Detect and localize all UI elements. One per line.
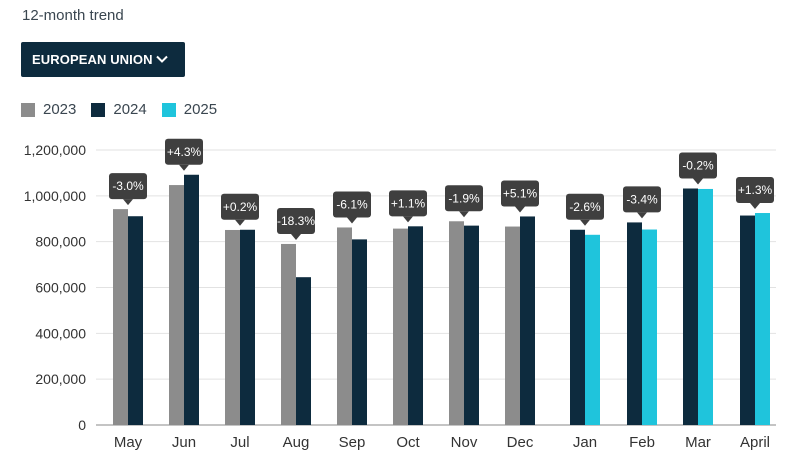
change-callout-box <box>109 173 147 200</box>
bar-2023-jun <box>169 185 184 425</box>
change-label: -3.0% <box>112 179 144 193</box>
x-tick-label: Oct <box>396 434 420 450</box>
change-callout-pointer <box>515 206 525 213</box>
bar-2023-dec <box>505 226 520 425</box>
change-label: -2.6% <box>569 200 601 214</box>
change-callout-box <box>736 177 774 204</box>
x-tick-label: Jul <box>230 434 249 450</box>
change-label: +0.2% <box>223 200 258 214</box>
x-tick-label: May <box>114 434 143 450</box>
bar-2024-may <box>128 216 143 425</box>
change-callout-box <box>501 180 539 207</box>
x-tick-label: Mar <box>685 434 711 450</box>
bar-2024-oct <box>408 226 423 425</box>
change-callout-box <box>623 186 661 213</box>
change-callout-pointer <box>179 164 189 171</box>
change-callout-box <box>389 190 427 217</box>
y-tick-label: 800,000 <box>35 234 86 250</box>
change-callout-box <box>333 191 371 218</box>
y-tick-label: 200,000 <box>35 371 86 387</box>
legend-swatch-2025 <box>161 102 176 117</box>
chevron-down-icon <box>156 55 168 63</box>
change-label: -0.2% <box>682 159 714 173</box>
bar-2023-aug <box>281 243 296 425</box>
bar-2023-may <box>113 209 128 425</box>
x-tick-label: Dec <box>507 434 534 450</box>
legend-item-2024[interactable]: 2024 <box>91 101 147 118</box>
change-callout-pointer <box>235 219 245 226</box>
bar-2024-jun <box>184 174 199 425</box>
bar-2025-jan <box>585 234 600 425</box>
chart-subtitle: 12-month trend <box>22 7 124 24</box>
x-tick-label: Jun <box>172 434 196 450</box>
chart-legend: 2023 2024 2025 <box>21 101 232 118</box>
change-callout-box <box>566 193 604 220</box>
legend-label-2024: 2024 <box>113 101 147 118</box>
change-label: -3.4% <box>626 192 658 206</box>
bar-2023-nov <box>449 221 464 425</box>
bar-2024-aug <box>296 277 311 425</box>
bar-2024-sep <box>352 239 367 425</box>
x-tick-label: Jan <box>573 434 597 450</box>
change-label: +5.1% <box>503 186 538 200</box>
change-callout-pointer <box>580 219 590 226</box>
change-callout-pointer <box>403 216 413 223</box>
change-callout-pointer <box>123 199 133 206</box>
legend-label-2025: 2025 <box>183 101 218 118</box>
change-label: -6.1% <box>336 197 368 211</box>
change-label: +1.3% <box>738 183 773 197</box>
change-callout-box <box>221 193 259 220</box>
region-dropdown[interactable]: EUROPEAN UNION <box>21 42 185 77</box>
bar-2024-dec <box>520 216 535 425</box>
legend-item-2025[interactable]: 2025 <box>161 101 218 118</box>
bar-2024-feb <box>627 222 642 425</box>
x-tick-label: Feb <box>629 434 655 450</box>
change-label: -18.3% <box>277 214 315 228</box>
bar-2023-jul <box>225 229 240 425</box>
x-tick-label: Sep <box>339 434 366 450</box>
y-tick-label: 0 <box>78 417 86 433</box>
change-callout-pointer <box>347 217 357 224</box>
bar-2025-mar <box>698 188 713 425</box>
y-tick-label: 400,000 <box>35 325 86 341</box>
bar-2023-oct <box>393 228 408 425</box>
bar-2025-feb <box>642 229 657 425</box>
bar-2024-mar <box>683 188 698 425</box>
x-tick-label: April <box>740 434 770 450</box>
y-tick-label: 1,200,000 <box>24 142 86 158</box>
legend-label-2023: 2023 <box>43 101 77 118</box>
bar-2025-april <box>755 213 770 425</box>
bar-2024-jul <box>240 229 255 425</box>
change-label: +1.1% <box>391 196 426 210</box>
change-callout-box <box>165 138 203 165</box>
bar-2023-sep <box>337 227 352 425</box>
change-callout-box <box>679 152 717 179</box>
change-callout-pointer <box>693 178 703 185</box>
legend-swatch-2024 <box>91 102 106 117</box>
bar-2024-jan <box>570 229 585 425</box>
legend-swatch-2023 <box>21 102 35 117</box>
change-callout-box <box>277 207 315 234</box>
x-tick-label: Aug <box>283 434 310 450</box>
change-callout-box <box>445 185 483 212</box>
change-callout-pointer <box>291 233 301 240</box>
bar-2024-april <box>740 215 755 425</box>
change-label: -1.9% <box>448 191 480 205</box>
x-tick-label: Nov <box>451 434 478 450</box>
region-dropdown-label: EUROPEAN UNION <box>32 52 153 67</box>
bar-2024-nov <box>464 225 479 425</box>
change-callout-pointer <box>459 211 469 218</box>
legend-item-2023[interactable]: 2023 <box>21 101 76 118</box>
y-tick-label: 1,000,000 <box>24 188 86 204</box>
change-callout-pointer <box>637 212 647 219</box>
y-tick-label: 600,000 <box>35 280 86 296</box>
change-label: +4.3% <box>167 145 202 159</box>
change-callout-pointer <box>750 203 760 210</box>
